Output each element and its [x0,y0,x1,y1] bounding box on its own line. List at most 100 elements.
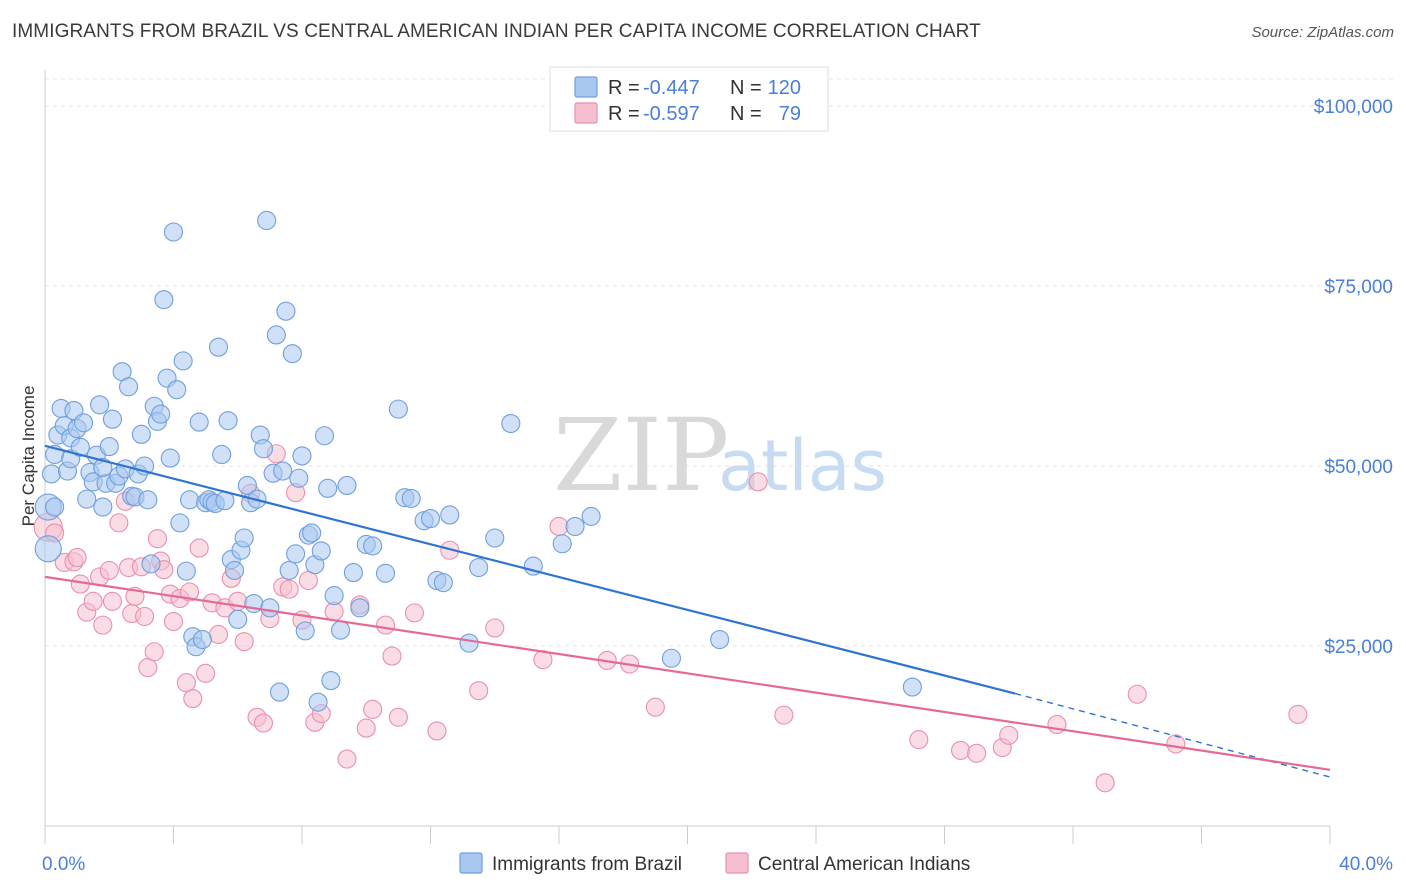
brazil-point [581,506,601,526]
legend-n-value-cai: 79 [779,103,801,125]
cai-point [774,705,794,725]
brazil-point [257,210,277,231]
chart-title: IMMIGRANTS FROM BRAZIL VS CENTRAL AMERIC… [12,21,981,42]
brazil-point [260,598,280,618]
brazil-point [180,490,200,510]
cai-point [253,713,274,733]
cai-point [645,697,665,717]
brazil-point [469,557,489,578]
cai-point [951,740,971,760]
cai-point [99,560,119,580]
legend-swatch-cai [574,102,598,124]
watermark-zip: ZIP [553,397,729,514]
cai-point [83,591,103,611]
y-tick-label-3: $100,000 [1314,97,1393,118]
brazil-point [314,426,335,446]
cai-point [1127,684,1147,704]
cai-point [1166,734,1186,754]
brazil-point [318,478,338,498]
cai-point [404,603,424,623]
brazil-point [401,488,421,508]
cai-point [279,579,299,599]
cai-point [909,730,929,750]
grid-lines [45,78,1393,647]
brazil-point [253,439,274,459]
brazil-point [420,509,441,529]
brazil-point [93,457,113,477]
brazil-point [661,648,681,668]
brazil-point [273,461,293,481]
brazil-point [276,301,296,321]
brazil-point [93,497,113,517]
brazil-point [141,554,161,574]
series-legend: Immigrants from Brazil Central American … [459,852,970,875]
brazil-point [163,222,184,242]
trend-lines [44,444,1331,778]
brazil-point [102,409,123,429]
brazil-point [286,544,306,564]
cai-point [363,699,383,719]
brazil-point [282,344,302,364]
cai-point [102,591,123,611]
brazil-point [459,633,479,653]
brazil-point [131,424,151,444]
cai-point [382,646,402,666]
cai-point [1095,773,1115,793]
brazil-point [375,563,396,583]
cai-point [183,689,203,709]
cai-point [375,615,396,635]
series-swatch-cai [725,852,749,874]
brazil-point [160,448,180,468]
brazil-point [70,437,90,457]
brazil-point [363,536,383,556]
brazil-point [77,489,97,509]
brazil-point [388,399,408,419]
x-tick-labels: 0.0% 40.0% [42,854,1393,875]
brazil-point [324,586,344,606]
brazil-point [501,413,521,434]
brazil-point [167,380,187,400]
cai-point [337,749,357,769]
cai-point [1288,704,1308,724]
brazil-point [289,468,309,488]
series-swatch-brazil [459,852,483,874]
brazil-point [189,412,209,432]
cai-point [189,538,209,558]
brazil-point [234,528,254,548]
brazil-point [343,563,363,583]
brazil-point [151,404,171,424]
brazil-point [308,692,328,712]
brazil-point [433,573,453,593]
cai-point [356,718,376,738]
cai-point [967,743,987,763]
brazil-trend-line [44,444,1016,695]
y-tick-label-0: $25,000 [1324,637,1393,658]
cai-trend-line [44,575,1331,771]
brazil-point [350,598,370,618]
brazil-point [337,475,357,495]
cai-point [147,529,167,549]
cai-point [208,624,229,645]
brazil-point [99,437,119,457]
legend-n-label-brazil: N = [730,77,762,99]
cai-point [234,632,254,652]
cai-point [180,582,200,602]
brazil-point [292,446,312,466]
cai-point [748,472,768,492]
cai-point [469,681,489,701]
legend-r-label-cai: R = [608,103,640,125]
legend-r-label-brazil: R = [608,77,640,99]
watermark-atlas: atlas [718,425,887,507]
brazil-point [173,351,193,371]
brazil-point [212,444,232,465]
y-tick-labels: $25,000 $50,000 $75,000 $100,000 [1314,97,1393,658]
legend-n-value-brazil: 120 [768,77,801,99]
brazil-point [279,560,299,580]
cai-point [163,611,184,632]
brazil-point [192,629,212,650]
brazil-point [565,516,585,537]
brazil-points [34,210,922,712]
watermark: ZIP atlas [553,397,887,514]
brazil-point [90,395,110,415]
